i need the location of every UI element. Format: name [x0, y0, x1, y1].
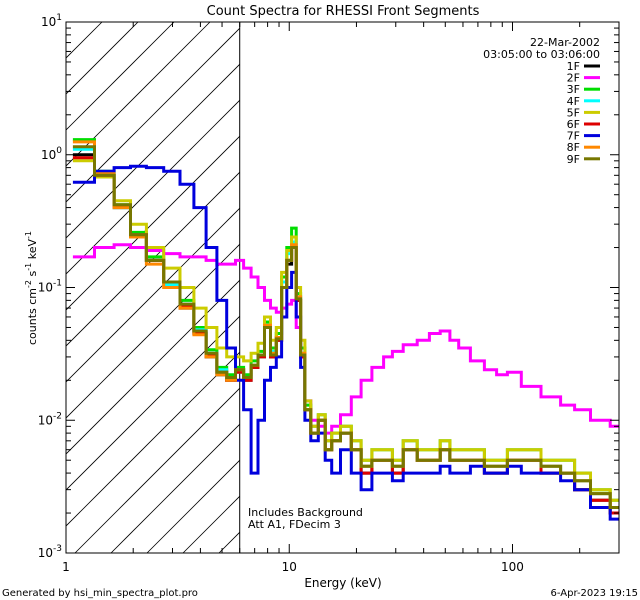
- hatch-line: [66, 27, 240, 203]
- y-tick-label: 10-1: [38, 279, 62, 295]
- hatch-line: [66, 135, 240, 311]
- time-range-annotation: 03:05:00 to 03:06:00: [483, 48, 600, 61]
- hatch-line: [66, 22, 211, 167]
- y-tick-label: 100: [41, 146, 62, 162]
- legend-label-8F: 8F: [567, 141, 580, 154]
- legend-label-5F: 5F: [567, 106, 580, 119]
- y-axis-label-sup3: -1: [24, 231, 33, 239]
- hatch-line: [66, 63, 240, 239]
- legend-label-7F: 7F: [567, 130, 580, 143]
- hatch-line: [66, 279, 240, 455]
- y-axis-label-mid: s: [26, 270, 39, 279]
- hatch-line: [146, 459, 240, 553]
- hatch-line: [66, 243, 240, 419]
- x-tick-label: 1: [62, 560, 70, 574]
- background-note: Includes Background: [248, 506, 363, 519]
- hatched-region: [66, 22, 240, 553]
- y-axis-label-sup2: -1: [24, 263, 33, 271]
- hatch-line: [66, 315, 240, 491]
- y-axis-label-tail: keV: [26, 239, 39, 263]
- hatch-line: [66, 99, 240, 275]
- hatch-line: [110, 423, 240, 553]
- hatch-line: [66, 351, 240, 527]
- x-tick-label: 10: [282, 560, 297, 574]
- axis-ticks: 1 10 100 10-3 10-2 10-1 100 101: [38, 13, 620, 574]
- series-5F-line: [72, 159, 619, 502]
- y-tick-label: 10-2: [38, 411, 62, 427]
- legend-label-9F: 9F: [567, 153, 580, 166]
- legend-label-2F: 2F: [567, 72, 580, 85]
- chart-title: Count Spectra for RHESSI Front Segments: [207, 4, 480, 19]
- date-annotation: 22-Mar-2002: [530, 36, 600, 49]
- x-axis-label: Energy (keV): [304, 576, 381, 590]
- legend-label-4F: 4F: [567, 95, 580, 108]
- series-2F-line: [72, 243, 619, 435]
- hatch-line: [66, 22, 175, 131]
- x-tick-label: 100: [501, 560, 524, 574]
- y-axis-label: counts cm-2 s-1 keV-1: [24, 231, 39, 345]
- y-axis-label-main: counts cm: [26, 288, 39, 345]
- series-9F-line: [72, 145, 619, 509]
- hatch-line: [66, 207, 240, 383]
- y-tick-label: 101: [41, 13, 62, 29]
- legend-label-3F: 3F: [567, 83, 580, 96]
- attenuator-note: Att A1, FDecim 3: [248, 518, 341, 531]
- hatch-line: [74, 387, 240, 553]
- hatch-line: [66, 171, 240, 347]
- y-tick-label: 10-3: [38, 544, 62, 560]
- legend-label-6F: 6F: [567, 118, 580, 131]
- legend-label-1F: 1F: [567, 60, 580, 73]
- generated-by: Generated by hsi_min_spectra_plot.pro: [2, 588, 198, 599]
- y-axis-label-sup1: -2: [24, 280, 33, 288]
- series-7F-line: [72, 164, 619, 521]
- footer-timestamp: 6-Apr-2023 19:15: [551, 588, 638, 599]
